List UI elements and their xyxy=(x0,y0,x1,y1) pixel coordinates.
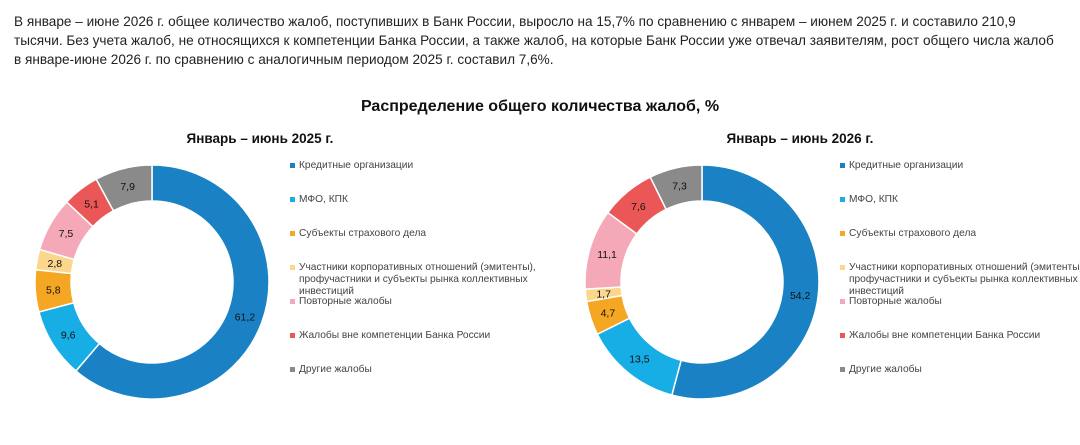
legend-label: Кредитные организации xyxy=(849,160,964,171)
legend-swatch xyxy=(290,231,295,236)
legend-label: Участники корпоративных отношений (эмите… xyxy=(299,262,536,297)
intro-paragraph: В январе – июне 2026 г. общее количество… xyxy=(14,14,1054,67)
legend-label: Повторные жалобы xyxy=(849,296,942,307)
legend-swatch xyxy=(840,231,845,236)
legend-label: Жалобы вне компетенции Банка России xyxy=(299,330,491,341)
legend-swatch xyxy=(290,299,295,304)
slice-value-label: 13,5 xyxy=(629,354,650,366)
legend-label: Субъекты страхового дела xyxy=(299,228,427,239)
slice-value-label: 7,6 xyxy=(631,201,646,213)
chart-title: Распределение общего количества жалоб, % xyxy=(360,98,720,115)
legend-swatch xyxy=(290,163,295,168)
legend-swatch xyxy=(840,163,845,168)
legend-swatch xyxy=(840,299,845,304)
slice-value-label: 9,6 xyxy=(61,330,76,342)
slice-value-label: 4,7 xyxy=(601,308,616,320)
legend-label: Участники корпоративных отношений (эмите… xyxy=(849,262,1080,297)
donut-chart-2026: 54,2 13,5 4,7 1,7 11,1 7,6 7,3 xyxy=(584,164,820,400)
donut-chart-2025: 61,2 9,6 5,8 2,8 7,5 5,1 7,9 xyxy=(34,164,270,400)
legend-swatch xyxy=(290,197,295,202)
legend-swatch xyxy=(840,367,845,372)
slice-value-label: 2,8 xyxy=(48,258,63,270)
donut-slice xyxy=(670,164,820,400)
legend-swatch xyxy=(840,333,845,338)
slice-value-label: 7,3 xyxy=(672,181,687,193)
slice-value-label: 11,1 xyxy=(597,249,617,261)
legend-label: Другие жалобы xyxy=(849,364,922,375)
donut-slice xyxy=(95,164,153,212)
legend-label: Повторные жалобы xyxy=(299,296,392,307)
slice-value-label: 61,2 xyxy=(235,311,256,323)
donut-slice xyxy=(74,164,270,400)
slice-value-label: 7,9 xyxy=(120,181,135,193)
slice-value-label: 7,5 xyxy=(59,228,74,240)
legend-swatch xyxy=(290,367,295,372)
legend-label: МФО, КПК xyxy=(299,194,348,205)
legend-swatch xyxy=(840,265,845,270)
legend-label: Субъекты страхового дела xyxy=(849,228,977,239)
chart-2026-title: Январь – июнь 2026 г. xyxy=(726,131,874,146)
legend-label: МФО, КПК xyxy=(849,194,898,205)
legend-swatch xyxy=(290,333,295,338)
legend-label: Жалобы вне компетенции Банка России xyxy=(849,330,1041,341)
legend-label: Другие жалобы xyxy=(299,364,372,375)
slice-value-label: 5,8 xyxy=(46,285,61,297)
slice-value-label: 1,7 xyxy=(596,288,611,300)
donut-slice xyxy=(649,164,703,211)
slice-value-label: 54,2 xyxy=(790,290,811,302)
legend-swatch xyxy=(840,197,845,202)
slice-value-label: 5,1 xyxy=(84,199,99,211)
legend-label: Кредитные организации xyxy=(299,160,414,171)
chart-2025-title: Январь – июнь 2025 г. xyxy=(186,131,334,146)
legend-swatch xyxy=(290,265,295,270)
